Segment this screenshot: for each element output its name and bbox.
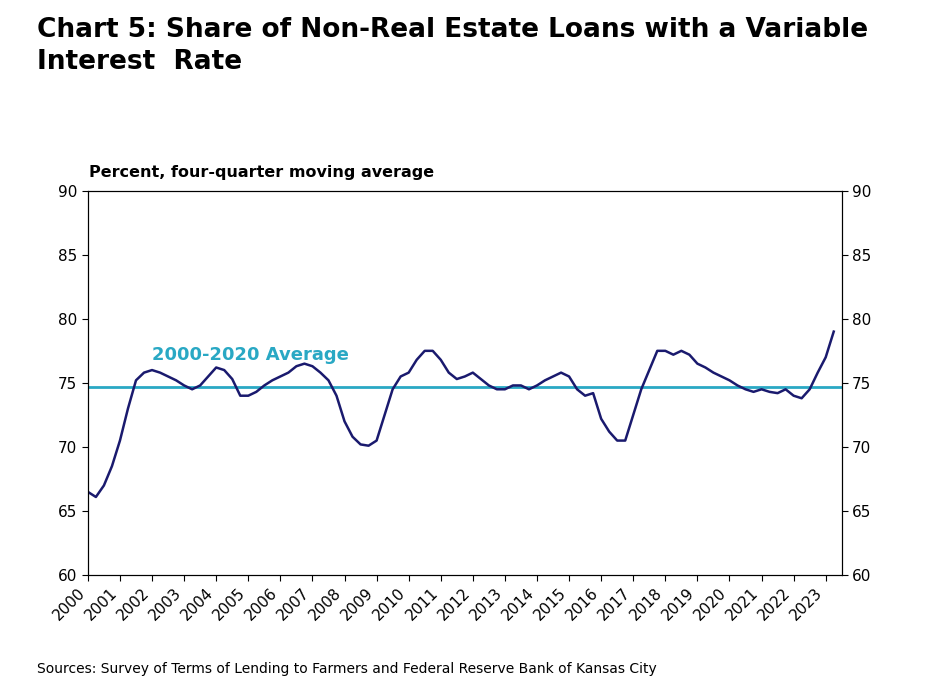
Text: Percent, four-quarter moving average: Percent, four-quarter moving average xyxy=(90,166,435,180)
Text: 2000-2020 Average: 2000-2020 Average xyxy=(152,346,349,364)
Text: Chart 5: Share of Non-Real Estate Loans with a Variable: Chart 5: Share of Non-Real Estate Loans … xyxy=(37,17,869,44)
Text: Sources: Survey of Terms of Lending to Farmers and Federal Reserve Bank of Kansa: Sources: Survey of Terms of Lending to F… xyxy=(37,662,657,676)
Text: Interest  Rate: Interest Rate xyxy=(37,49,242,75)
